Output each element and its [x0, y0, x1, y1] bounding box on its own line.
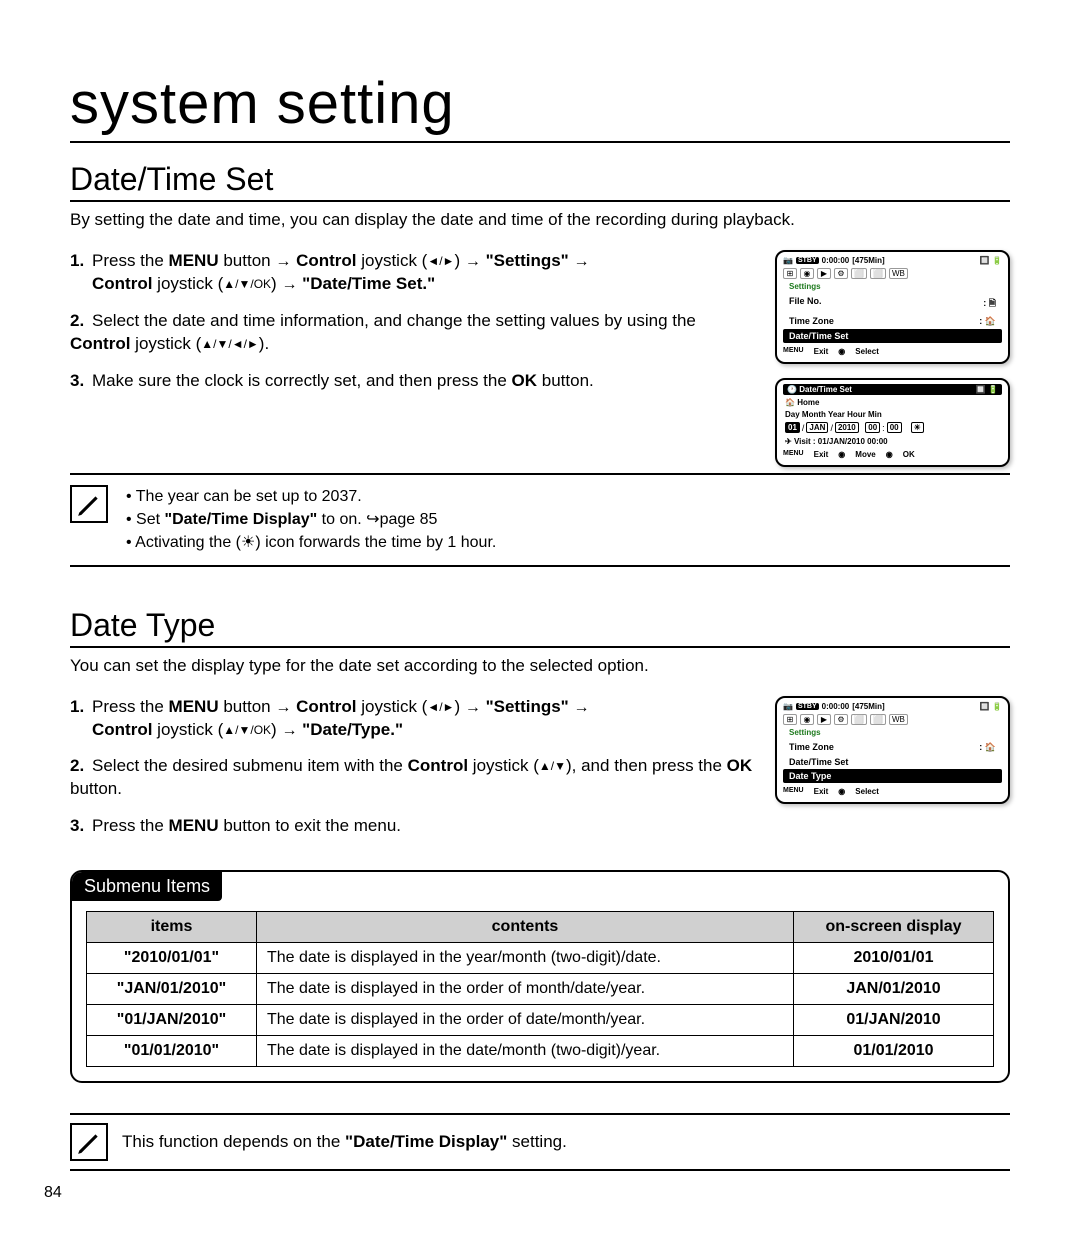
note-3: Activating the (☀) icon forwards the tim… — [126, 531, 496, 554]
table-row: "2010/01/01"The date is displayed in the… — [87, 943, 994, 974]
section2-intro: You can set the display type for the dat… — [70, 656, 1010, 676]
note-icon — [70, 485, 108, 523]
section2-steps: 1.Press the MENU button → Control joysti… — [70, 696, 761, 853]
table-row: "01/JAN/2010"The date is displayed in th… — [87, 1005, 994, 1036]
step-3: 3.Make sure the clock is correctly set, … — [70, 370, 761, 393]
step-1: 1.Press the MENU button → Control joysti… — [70, 250, 761, 296]
col-osd: on-screen display — [794, 912, 994, 943]
note-icon — [70, 1123, 108, 1161]
note-2: Set "Date/Time Display" to on. ↪page 85 — [126, 508, 496, 531]
step-2: 2.Select the date and time information, … — [70, 310, 761, 356]
submenu-box: Submenu Items items contents on-screen d… — [70, 870, 1010, 1083]
step-3b: 3.Press the MENU button to exit the menu… — [70, 815, 761, 838]
note-box-1: The year can be set up to 2037. Set "Dat… — [70, 473, 1010, 567]
section1-steps: 1.Press the MENU button → Control joysti… — [70, 250, 761, 467]
screenshot-settings-1: 📷STBY0:00:00[475Min] 🔲 🔋 ⊞◉▶⚙⬜⬜WB Settin… — [775, 250, 1010, 364]
col-items: items — [87, 912, 257, 943]
screenshot-settings-2: 📷STBY0:00:00[475Min] 🔲 🔋 ⊞◉▶⚙⬜⬜WB Settin… — [775, 696, 1010, 804]
submenu-table: items contents on-screen display "2010/0… — [86, 911, 994, 1067]
section-datetime-title: Date/Time Set — [70, 161, 1010, 202]
table-row: "01/01/2010"The date is displayed in the… — [87, 1036, 994, 1067]
step-2b: 2.Select the desired submenu item with t… — [70, 755, 761, 801]
page-number: 84 — [44, 1184, 62, 1202]
submenu-label: Submenu Items — [72, 872, 222, 901]
page-title: system setting — [70, 70, 1010, 143]
col-contents: contents — [257, 912, 794, 943]
section-datetype-title: Date Type — [70, 607, 1010, 648]
table-row: "JAN/01/2010"The date is displayed in th… — [87, 974, 994, 1005]
section1-intro: By setting the date and time, you can di… — [70, 210, 1010, 230]
note-1: The year can be set up to 2037. — [126, 485, 496, 508]
screenshot-datetime-set: 🕐 Date/Time Set🔲 🔋 🏠 Home Day Month Year… — [775, 378, 1010, 467]
step-1b: 1.Press the MENU button → Control joysti… — [70, 696, 761, 742]
footnote-box: This function depends on the "Date/Time … — [70, 1113, 1010, 1171]
